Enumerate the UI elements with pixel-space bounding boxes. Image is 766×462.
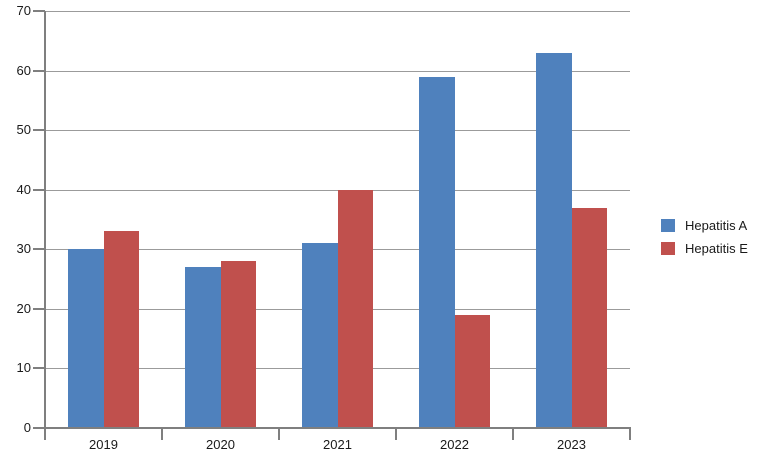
- y-axis-label-50: 50: [16, 122, 31, 138]
- y-axis-label-40: 40: [16, 181, 31, 197]
- y-tick-30: [33, 248, 45, 251]
- x-axis-label-2023: 2023: [557, 437, 586, 452]
- bar-hepatitis-e-2021: [337, 189, 373, 428]
- y-axis-label-10: 10: [16, 360, 31, 376]
- x-tick-2: [278, 428, 280, 440]
- y-axis-label-70: 70: [16, 3, 31, 18]
- y-tick-10: [33, 367, 45, 370]
- y-tick-60: [33, 69, 45, 72]
- bar-hepatitis-e-2022: [454, 314, 490, 428]
- gridline-50: [45, 130, 630, 132]
- legend-swatch-hepatitis-e: [661, 242, 675, 255]
- y-axis-label-0: 0: [23, 420, 31, 435]
- y-axis-line: [44, 11, 46, 440]
- bar-hepatitis-a-2021: [302, 243, 338, 428]
- y-tick-70: [33, 10, 45, 12]
- y-axis-label-30: 30: [16, 241, 31, 257]
- x-tick-0: [44, 428, 46, 440]
- y-tick-20: [33, 307, 45, 310]
- legend-swatch-hepatitis-a: [661, 219, 675, 232]
- x-tick-1: [161, 428, 163, 440]
- x-tick-4: [512, 428, 514, 440]
- x-axis-label-2022: 2022: [440, 437, 469, 452]
- bar-hepatitis-e-2023: [571, 207, 607, 428]
- bar-hepatitis-a-2023: [536, 52, 572, 428]
- y-tick-0: [33, 427, 45, 429]
- x-axis-line: [44, 427, 631, 429]
- x-axis-label-2019: 2019: [89, 437, 118, 452]
- gridline-60: [45, 70, 630, 72]
- x-axis-label-2020: 2020: [206, 437, 235, 452]
- x-tick-5: [629, 428, 631, 440]
- bar-hepatitis-a-2020: [185, 267, 221, 428]
- y-axis-label-20: 20: [16, 300, 31, 316]
- bar-hepatitis-e-2020: [220, 261, 256, 428]
- legend-label-hepatitis-e: Hepatitis E: [685, 241, 748, 256]
- bar-hepatitis-a-2022: [419, 76, 455, 428]
- gridline-70: [45, 11, 630, 12]
- y-axis-label-60: 60: [16, 62, 31, 78]
- legend-item-hepatitis-a: Hepatitis A: [661, 219, 748, 232]
- legend-item-hepatitis-e: Hepatitis E: [661, 242, 748, 255]
- x-tick-3: [395, 428, 397, 440]
- y-tick-50: [33, 129, 45, 132]
- bar-hepatitis-a-2019: [68, 249, 104, 428]
- x-axis-label-2021: 2021: [323, 437, 352, 452]
- legend-label-hepatitis-a: Hepatitis A: [685, 218, 748, 233]
- legend: Hepatitis A Hepatitis E: [661, 219, 748, 255]
- bar-hepatitis-e-2019: [103, 231, 139, 428]
- plot-area: [45, 11, 630, 428]
- y-tick-40: [33, 188, 45, 191]
